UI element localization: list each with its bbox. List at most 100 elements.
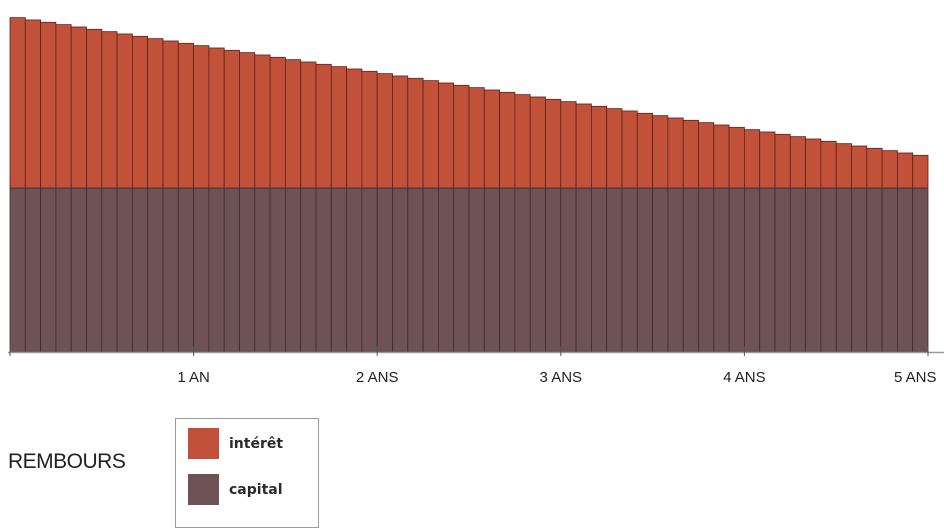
interest-bar-35 [529,96,546,189]
capital-bar-31 [468,187,485,353]
interest-bar-3 [40,21,57,189]
capital-bar-7 [101,187,118,353]
capital-bar-18 [269,187,286,353]
interest-bar-4 [55,24,72,189]
interest-bar-23 [346,68,363,189]
capital-bar-59 [897,187,914,353]
interest-bar-10 [147,38,164,189]
interest-bar-20 [300,61,317,189]
legend-label-capital: capital [229,481,283,498]
capital-bar-44 [667,187,684,353]
interest-bar-58 [881,150,898,189]
legend-label-interest: intérêt [229,435,284,452]
capital-bar-2 [24,187,41,353]
interest-bar-52 [789,136,806,189]
interest-bar-33 [499,91,516,189]
interest-bar-55 [835,143,852,189]
interest-bar-38 [575,103,592,189]
interest-bar-59 [897,152,914,189]
interest-bar-41 [621,110,638,189]
capital-bar-11 [162,187,179,353]
capital-bar-10 [147,187,164,353]
interest-bar-40 [606,108,623,189]
interest-bar-45 [682,119,699,189]
capital-bar-15 [223,187,240,353]
capital-bar-4 [55,187,72,353]
amortization-chart: 1 AN 2 ANS 3 ANS 4 ANS 5 ANS [8,17,944,386]
interest-bar-8 [116,33,133,189]
capital-bars [9,187,929,353]
capital-bar-16 [239,187,256,353]
interest-bar-43 [652,115,669,189]
capital-bar-40 [606,187,623,353]
capital-bar-35 [529,187,546,353]
capital-bar-27 [407,187,424,353]
capital-bar-24 [361,187,378,353]
interest-bar-47 [713,124,730,189]
capital-bar-36 [545,187,562,353]
interest-bar-27 [407,77,424,189]
interest-bar-39 [591,105,608,189]
interest-bar-12 [177,42,195,189]
interest-bar-25 [376,73,393,189]
interest-bar-28 [422,80,439,189]
x-tick-label: 3 ANS [540,369,583,386]
legend-swatch-capital [188,474,219,505]
interest-bar-30 [453,84,470,189]
interest-bar-13 [193,45,210,189]
legend-item-interest: intérêt [188,428,283,459]
interest-bar-37 [560,101,577,189]
interest-bar-5 [70,26,87,189]
capital-bar-23 [346,187,363,353]
capital-bar-5 [70,187,87,353]
interest-bar-50 [759,131,776,189]
capital-bar-19 [284,187,302,353]
capital-bar-51 [774,187,791,353]
capital-bar-49 [744,187,761,353]
interest-bar-31 [468,87,485,189]
capital-bar-32 [483,187,500,353]
interest-bar-57 [866,147,883,189]
side-label: REMBOURS [8,450,126,473]
interest-bar-16 [239,52,256,189]
capital-bar-12 [177,187,195,353]
capital-bar-52 [789,187,806,353]
capital-bar-25 [376,187,393,353]
capital-bar-26 [392,187,409,353]
interest-bar-54 [820,140,837,189]
capital-bar-50 [759,187,776,353]
interest-bar-17 [254,54,271,189]
capital-bar-54 [820,187,837,353]
capital-bar-43 [652,187,669,353]
interest-bar-48 [728,126,745,189]
x-axis-ticks: 1 AN 2 ANS 3 ANS 4 ANS 5 ANS [9,346,937,386]
capital-bar-45 [682,187,699,353]
interest-bar-36 [545,98,562,189]
capital-bar-20 [300,187,317,353]
interest-bar-22 [330,66,347,189]
interest-bar-11 [162,40,179,189]
interest-bar-9 [131,35,149,189]
capital-bar-53 [805,187,822,353]
capital-bar-21 [315,187,332,353]
capital-bar-13 [193,187,210,353]
capital-bar-1 [9,187,26,353]
capital-bar-17 [254,187,271,353]
x-tick-label: 5 ANS [894,369,937,386]
capital-bar-9 [131,187,149,353]
capital-bar-34 [514,187,531,353]
capital-bar-28 [422,187,439,353]
interest-bar-56 [851,145,868,189]
interest-bar-19 [284,59,302,189]
interest-bar-60 [912,154,929,189]
interest-bar-7 [101,31,118,189]
capital-bar-47 [713,187,730,353]
capital-bar-8 [116,187,133,353]
interest-bar-32 [483,89,500,189]
capital-bar-57 [866,187,883,353]
interest-bar-46 [698,122,715,189]
capital-bar-55 [835,187,852,353]
interest-bar-34 [514,94,531,189]
x-tick-label: 1 AN [177,369,210,386]
capital-bar-37 [560,187,577,353]
